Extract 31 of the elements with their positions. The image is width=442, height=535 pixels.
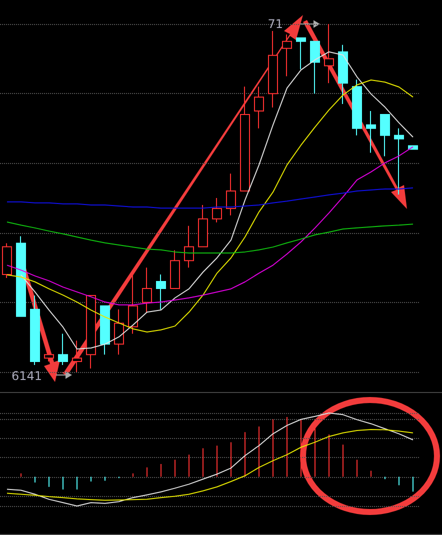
candlestick bbox=[394, 128, 404, 196]
candlestick bbox=[310, 40, 320, 94]
candlestick bbox=[100, 305, 110, 356]
candlestick bbox=[86, 294, 96, 370]
candlestick bbox=[352, 79, 362, 136]
annotation: 71 bbox=[268, 17, 283, 31]
candlestick bbox=[16, 236, 26, 317]
candlestick bbox=[212, 198, 222, 223]
candlestick bbox=[156, 274, 166, 310]
candlestick bbox=[338, 44, 348, 105]
candlestick bbox=[128, 274, 138, 334]
candlestick bbox=[184, 225, 194, 268]
candlestick bbox=[366, 110, 376, 154]
candlestick bbox=[2, 242, 12, 279]
candlestick bbox=[240, 86, 250, 192]
candlestick bbox=[44, 350, 54, 362]
candlestick bbox=[380, 114, 390, 157]
annotation: 6141 bbox=[11, 369, 42, 383]
candlestick bbox=[296, 37, 306, 70]
candlestick bbox=[142, 267, 152, 314]
candlestick bbox=[268, 30, 278, 108]
candlestick bbox=[198, 204, 208, 248]
candlestick bbox=[282, 34, 292, 77]
candlestick bbox=[58, 333, 68, 366]
candlestick bbox=[324, 24, 334, 84]
candlestick bbox=[30, 294, 40, 366]
candlestick bbox=[114, 308, 124, 356]
candlestick bbox=[226, 173, 236, 216]
candlestick bbox=[170, 250, 180, 289]
candlestick bbox=[72, 340, 82, 372]
candlestick bbox=[254, 86, 264, 129]
